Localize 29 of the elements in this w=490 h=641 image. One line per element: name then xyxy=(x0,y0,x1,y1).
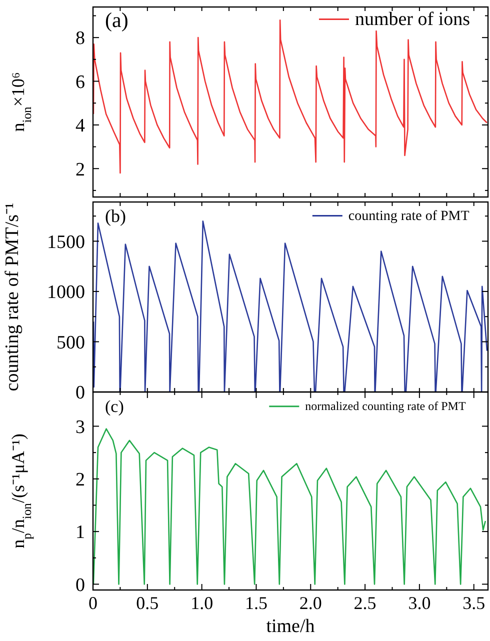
y-tick-label: 2 xyxy=(76,470,85,491)
y-tick-label: 0 xyxy=(76,382,85,404)
y-axis-title: counting rate of PMT/s⁻¹ xyxy=(2,202,23,392)
y-tick-label: 2 xyxy=(76,159,85,180)
y-tick-label: 1000 xyxy=(47,282,85,304)
annotation: (c) xyxy=(105,397,124,416)
x-tick-label: 0.5 xyxy=(136,593,159,613)
annotation: (b) xyxy=(105,206,126,226)
legend-label: number of ions xyxy=(354,9,470,30)
y-tick-label: 3 xyxy=(76,416,85,438)
legend-label: counting rate of PMT xyxy=(348,209,470,224)
x-tick-label: 1.5 xyxy=(244,593,268,613)
x-tick-label: 2.0 xyxy=(299,593,322,613)
y-tick-label: 500 xyxy=(56,332,85,354)
y-tick-label: 1 xyxy=(76,522,85,544)
x-tick-label: 3.5 xyxy=(462,593,486,613)
y-tick-label: 1500 xyxy=(47,232,85,253)
y-tick-label: 0 xyxy=(76,574,85,596)
y-tick-label: 6 xyxy=(76,72,85,93)
x-axis-title: time/h xyxy=(266,616,316,637)
x-tick-label: 0 xyxy=(88,593,98,613)
x-tick-label: 3.0 xyxy=(408,593,431,613)
legend-label: normalized counting rate of PMT xyxy=(305,399,466,413)
y-tick-label: 8 xyxy=(76,28,85,50)
x-tick-label: 2.5 xyxy=(354,593,376,613)
line-series xyxy=(93,428,486,585)
y-tick-label: 4 xyxy=(76,116,86,137)
x-tick-label: 1.0 xyxy=(190,593,214,613)
annotation: (a) xyxy=(105,8,128,32)
